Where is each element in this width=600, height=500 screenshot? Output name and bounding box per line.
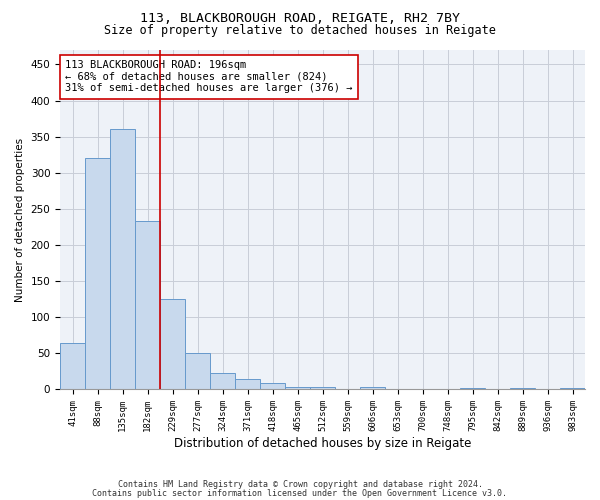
Bar xyxy=(560,388,585,390)
Bar xyxy=(110,130,135,390)
Bar xyxy=(60,342,85,390)
X-axis label: Distribution of detached houses by size in Reigate: Distribution of detached houses by size … xyxy=(174,437,471,450)
Bar xyxy=(85,158,110,390)
Text: Contains HM Land Registry data © Crown copyright and database right 2024.: Contains HM Land Registry data © Crown c… xyxy=(118,480,482,489)
Bar xyxy=(235,378,260,390)
Bar xyxy=(160,299,185,390)
Bar xyxy=(310,386,335,390)
Y-axis label: Number of detached properties: Number of detached properties xyxy=(15,138,25,302)
Text: 113, BLACKBOROUGH ROAD, REIGATE, RH2 7BY: 113, BLACKBOROUGH ROAD, REIGATE, RH2 7BY xyxy=(140,12,460,26)
Bar xyxy=(210,373,235,390)
Bar xyxy=(285,386,310,390)
Bar xyxy=(260,383,285,390)
Bar xyxy=(360,388,385,390)
Bar xyxy=(460,388,485,390)
Text: Size of property relative to detached houses in Reigate: Size of property relative to detached ho… xyxy=(104,24,496,37)
Text: 113 BLACKBOROUGH ROAD: 196sqm
← 68% of detached houses are smaller (824)
31% of : 113 BLACKBOROUGH ROAD: 196sqm ← 68% of d… xyxy=(65,60,353,94)
Bar xyxy=(135,221,160,390)
Bar xyxy=(510,388,535,390)
Text: Contains public sector information licensed under the Open Government Licence v3: Contains public sector information licen… xyxy=(92,488,508,498)
Bar xyxy=(185,354,210,390)
